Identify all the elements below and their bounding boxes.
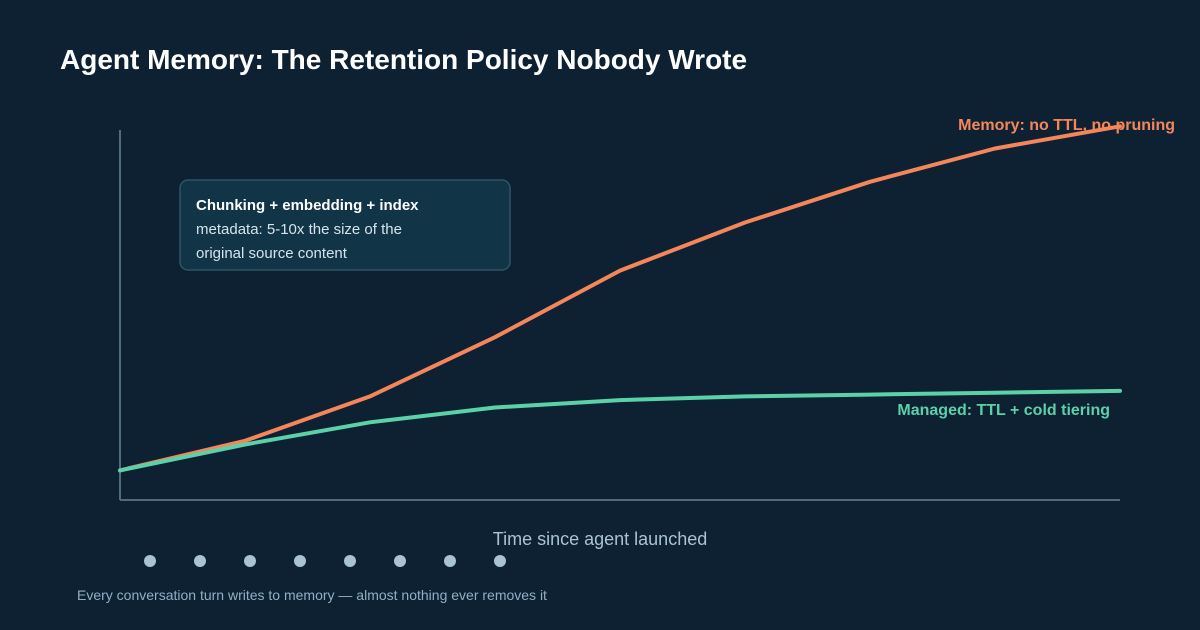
series-line-managed [118, 388, 1122, 473]
annotation-line-2: original source content [196, 245, 348, 262]
turn-marker-dot [294, 555, 306, 567]
series-label-managed: Managed: TTL + cold tiering [897, 402, 1110, 419]
annotation-title: Chunking + embedding + index [196, 197, 419, 214]
annotation-box [179, 179, 511, 271]
turn-marker-dot [394, 555, 406, 567]
turn-marker-dot [344, 555, 356, 567]
turn-marker-dot [194, 555, 206, 567]
series-label-unmanaged: Memory: no TTL, no pruning [958, 117, 1175, 134]
chart-title: Agent Memory: The Retention Policy Nobod… [60, 44, 747, 75]
turn-marker-dot [494, 555, 506, 567]
annotation-line-1: metadata: 5-10x the size of the [196, 221, 402, 238]
turn-marker-dot [444, 555, 456, 567]
series-line-unmanaged [118, 124, 1122, 473]
x-axis-label: Time since agent launched [493, 529, 707, 549]
footnote: Every conversation turn writes to memory… [77, 587, 547, 603]
annotation-callout: Chunking + embedding + index metadata: 5… [179, 179, 511, 271]
turn-marker-dot [244, 555, 256, 567]
turn-marker-dot [144, 555, 156, 567]
turn-markers [144, 555, 506, 567]
